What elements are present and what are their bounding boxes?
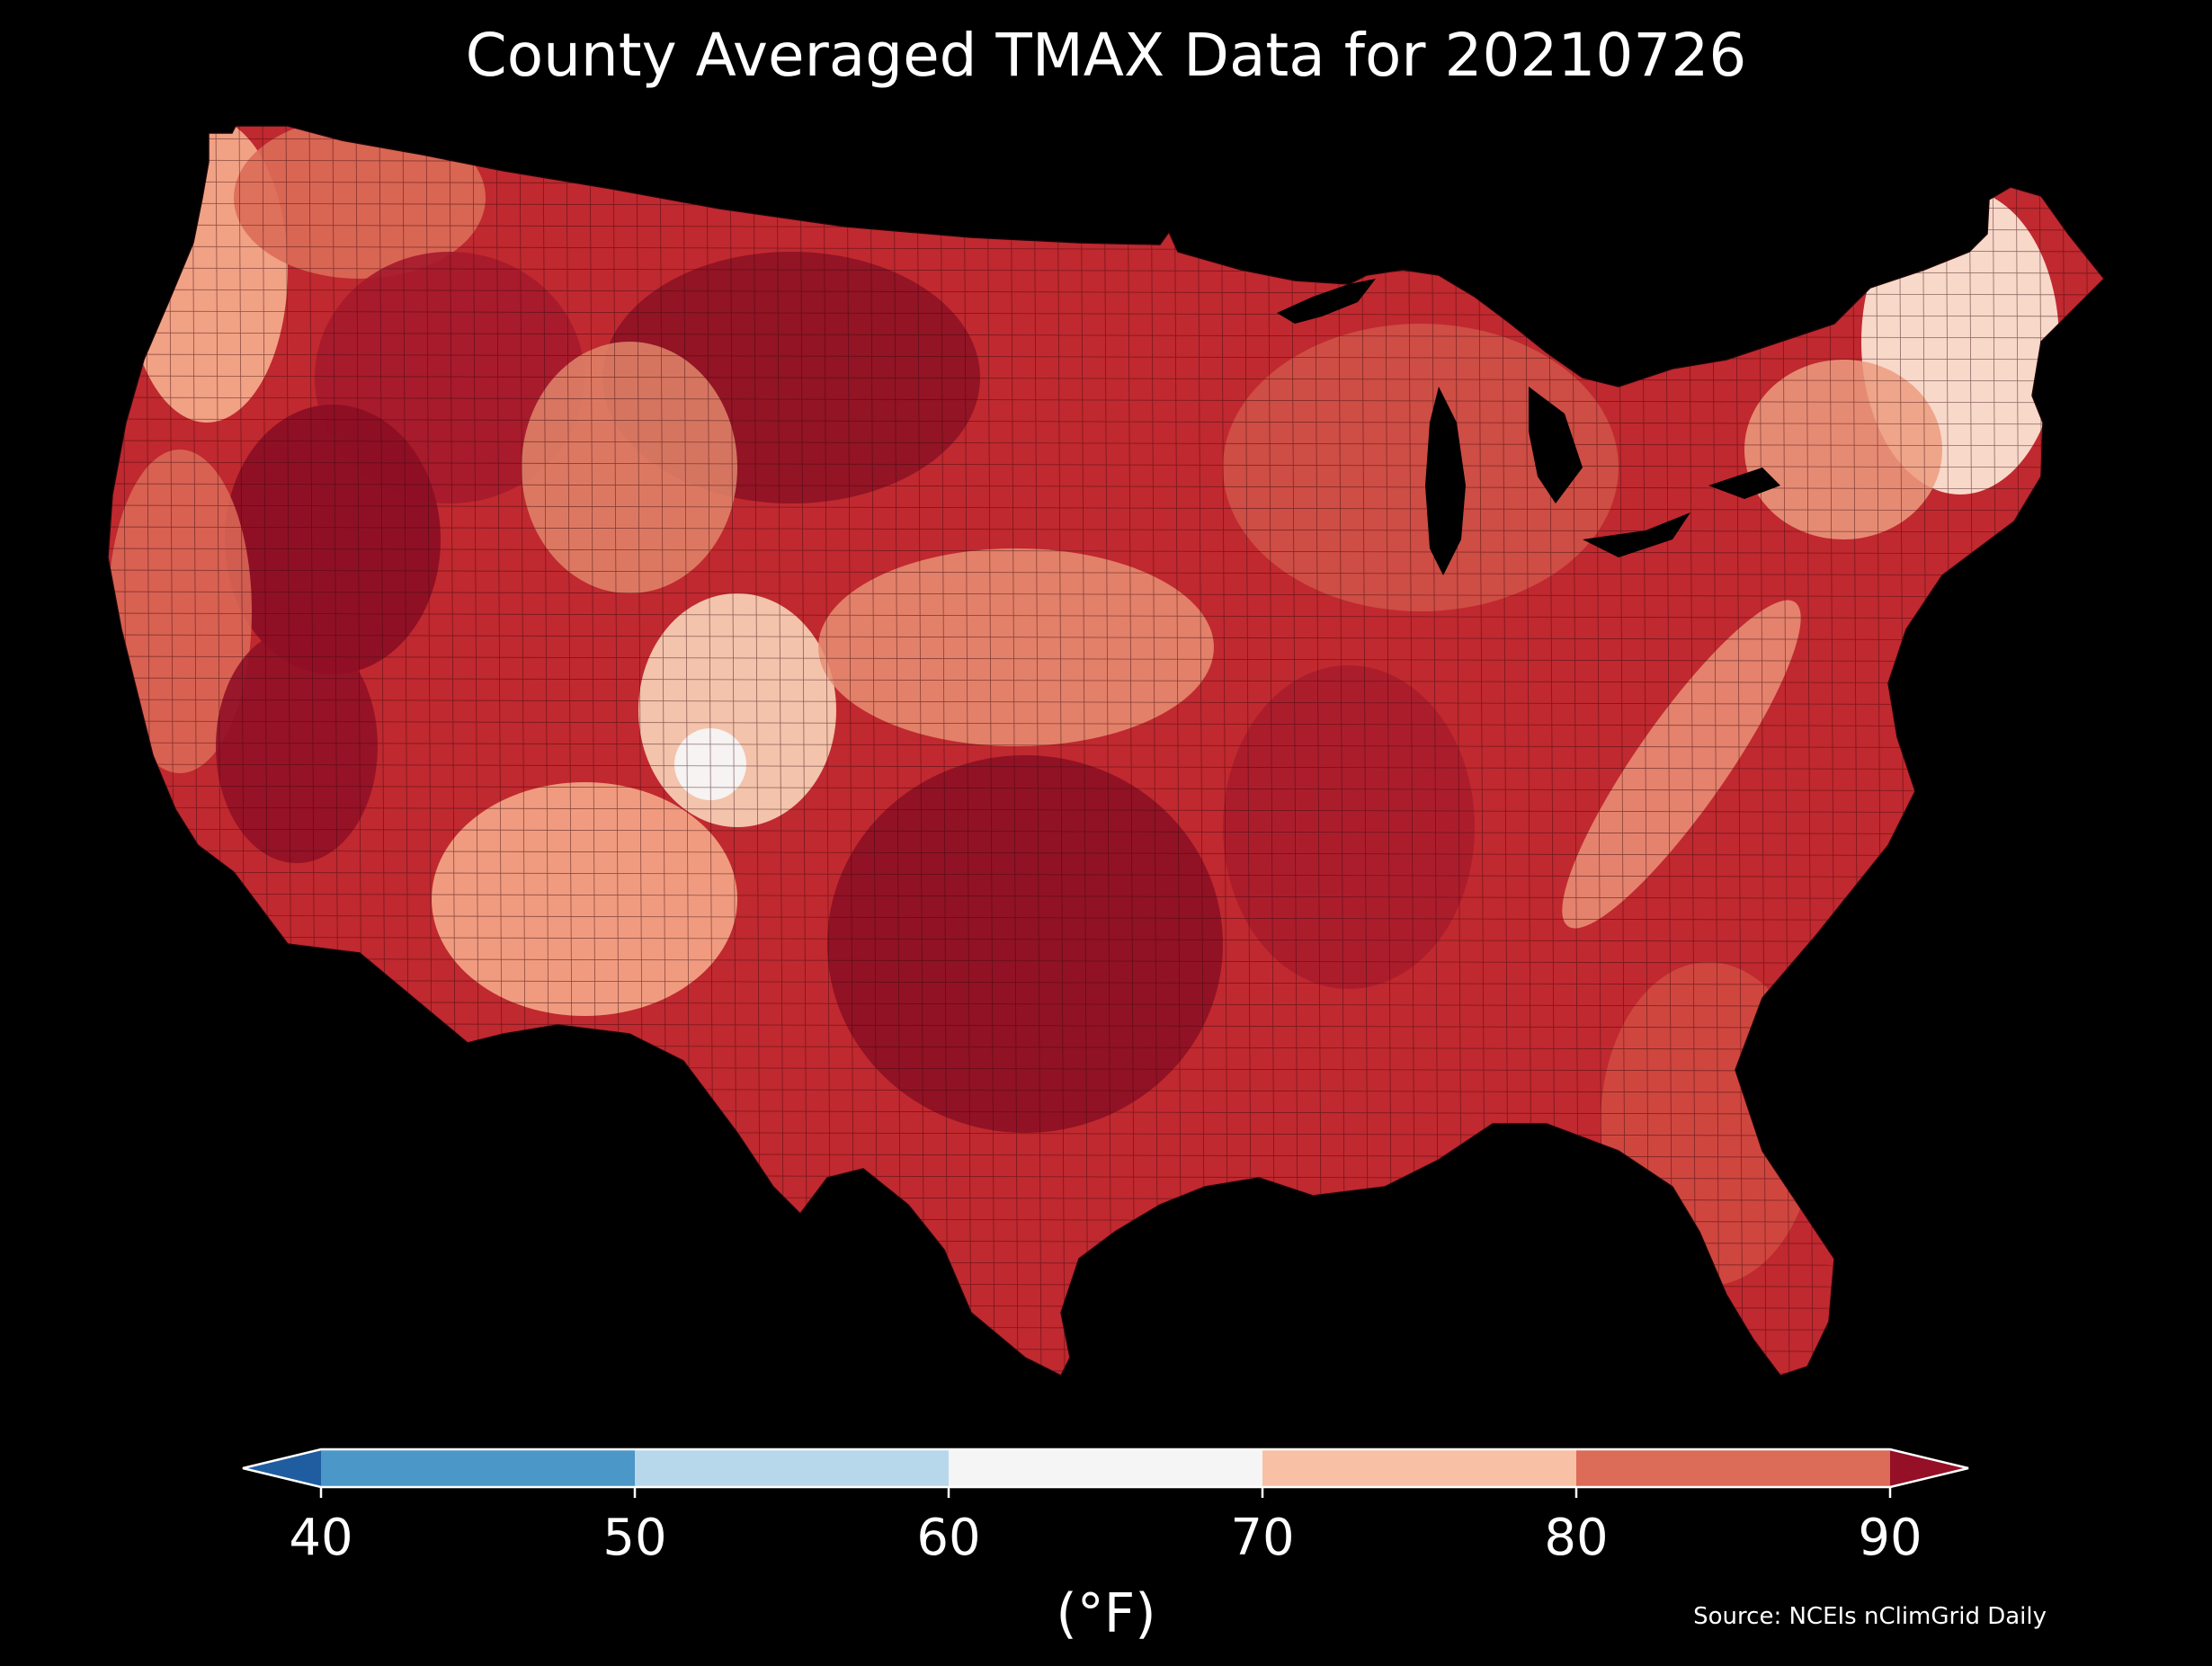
colorbar-label: (°F) bbox=[1056, 1582, 1156, 1645]
region-death-valley bbox=[216, 629, 378, 863]
region-new-york bbox=[1744, 360, 1942, 539]
colorbar-bin bbox=[1576, 1449, 1890, 1487]
lake-ontario bbox=[1708, 468, 1780, 499]
colorbar-bin bbox=[321, 1449, 635, 1487]
lake-erie bbox=[1583, 512, 1690, 557]
region-central-plains bbox=[818, 548, 1214, 746]
colorbar-extend-high bbox=[1890, 1449, 1968, 1487]
lake-superior bbox=[1277, 279, 1376, 324]
colorbar-extend-low bbox=[243, 1449, 321, 1487]
colorbar-tick-label: 80 bbox=[1544, 1509, 1609, 1567]
region-nevada-north bbox=[225, 405, 441, 674]
great-lakes bbox=[1277, 279, 1780, 575]
colorbar-tick-label: 50 bbox=[602, 1509, 667, 1567]
colorbar-tick-label: 90 bbox=[1858, 1509, 1922, 1567]
colorbar-tick-label: 70 bbox=[1230, 1509, 1295, 1567]
colorbar-bin bbox=[949, 1449, 1262, 1487]
region-central-idaho-utah bbox=[522, 342, 737, 593]
region-texas bbox=[827, 755, 1223, 1133]
source-credit: Source: NCEIs nClimGrid Daily bbox=[1693, 1603, 2047, 1630]
region-arizona-new-mexico bbox=[432, 782, 737, 1016]
colorbar-bin bbox=[1262, 1449, 1576, 1487]
us-outline bbox=[107, 125, 2106, 1377]
lake-michigan bbox=[1425, 387, 1466, 575]
region-great-lakes bbox=[1223, 324, 1619, 611]
lake-huron bbox=[1529, 387, 1583, 503]
region-california-coast bbox=[108, 450, 252, 773]
region-washington-east bbox=[234, 126, 486, 279]
colorbar-tick-label: 40 bbox=[289, 1509, 353, 1567]
colorbar-tick-label: 60 bbox=[916, 1509, 981, 1567]
colorbar-bin bbox=[635, 1449, 949, 1487]
map-title: County Averaged TMAX Data for 20210726 bbox=[465, 21, 1747, 90]
